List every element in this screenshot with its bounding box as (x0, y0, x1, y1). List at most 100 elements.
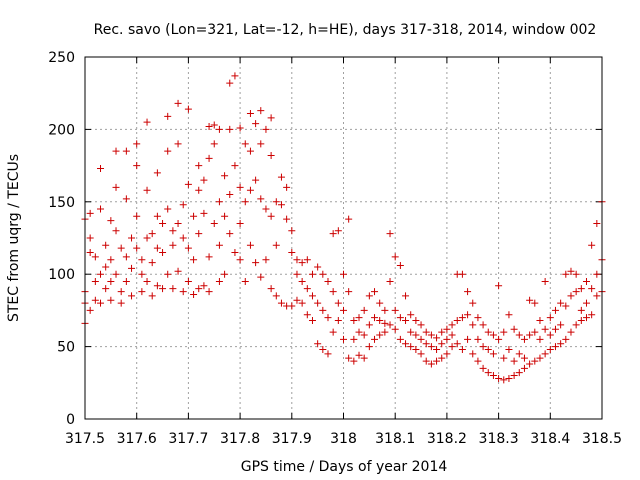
data-point-plus (97, 299, 105, 307)
data-point-plus (148, 230, 156, 238)
data-point-plus (133, 162, 141, 170)
y-axis-label: STEC from uqrg / TECUs (6, 154, 22, 322)
x-axis-label: GPS time / Days of year 2014 (241, 459, 448, 475)
data-point-plus (593, 292, 601, 300)
data-point-plus (386, 230, 394, 238)
data-point-plus (355, 328, 363, 336)
data-point-plus (319, 306, 327, 314)
data-point-plus (164, 270, 172, 278)
data-point-plus (505, 345, 513, 353)
data-point-plus (200, 209, 208, 217)
data-point-plus (567, 292, 575, 300)
data-point-plus (303, 285, 311, 293)
data-point-plus (267, 151, 275, 159)
data-point-plus (231, 248, 239, 256)
data-point-plus (572, 321, 580, 329)
data-point-plus (531, 299, 539, 307)
data-point-plus (210, 140, 218, 148)
data-point-plus (557, 321, 565, 329)
data-point-plus (495, 282, 503, 290)
data-point-plus (453, 340, 461, 348)
data-point-plus (340, 335, 347, 343)
data-point-plus (422, 328, 430, 336)
data-point-plus (91, 277, 99, 285)
data-point-plus (231, 162, 239, 170)
data-point-plus (159, 285, 167, 293)
data-point-plus (153, 169, 161, 177)
data-point-plus (433, 334, 441, 342)
data-point-plus (469, 321, 477, 329)
data-point-plus (179, 234, 187, 242)
x-tick-label: 318.5 (582, 431, 622, 447)
data-point-plus (350, 317, 358, 325)
data-point-plus (303, 311, 311, 319)
data-point-plus (448, 343, 456, 351)
data-point-plus (236, 183, 244, 191)
data-point-plus (386, 321, 394, 329)
data-point-plus (246, 186, 254, 194)
data-point-plus (489, 331, 497, 339)
data-point-plus (164, 147, 172, 155)
data-point-plus (272, 241, 280, 249)
data-point-plus (262, 205, 270, 213)
data-point-plus (122, 253, 130, 261)
data-point-plus (329, 328, 337, 336)
data-point-plus (102, 241, 110, 249)
data-point-plus (582, 299, 590, 307)
data-point-plus (236, 124, 244, 132)
data-point-plus (128, 292, 136, 300)
data-point-plus (257, 107, 265, 115)
data-point-plus (448, 321, 456, 329)
data-point-plus (412, 345, 420, 353)
data-point-plus (515, 350, 523, 358)
data-point-plus (407, 343, 415, 351)
data-point-plus (464, 335, 472, 343)
data-point-plus (371, 335, 379, 343)
x-tick-label: 317.6 (117, 431, 157, 447)
data-point-plus (112, 270, 120, 278)
data-point-plus (314, 263, 322, 271)
data-point-plus (174, 99, 182, 107)
data-point-plus (365, 292, 373, 300)
data-point-plus (308, 317, 316, 325)
data-point-plus (324, 277, 332, 285)
data-point-plus (469, 299, 477, 307)
x-tick-label: 318.1 (375, 431, 415, 447)
data-point-plus (159, 248, 167, 256)
data-point-plus (241, 140, 249, 148)
data-point-plus (541, 277, 549, 285)
data-point-plus (226, 79, 234, 87)
data-point-plus (464, 288, 472, 296)
data-point-plus (412, 317, 420, 325)
data-point-plus (562, 302, 570, 310)
data-point-plus (277, 201, 285, 209)
data-point-plus (458, 314, 466, 322)
data-point-plus (489, 350, 497, 358)
data-point-plus (257, 140, 265, 148)
data-point-plus (308, 270, 316, 278)
data-point-plus (526, 360, 534, 368)
data-point-plus (221, 212, 229, 220)
data-point-plus (520, 364, 528, 372)
data-point-plus (340, 306, 347, 314)
data-point-plus (391, 325, 399, 333)
y-tick-label: 100 (48, 267, 75, 283)
data-point-plus (112, 147, 120, 155)
data-point-plus (577, 285, 585, 293)
data-point-plus (91, 253, 99, 261)
x-tick-label: 317.7 (168, 431, 208, 447)
data-point-plus (510, 325, 518, 333)
data-point-plus (262, 125, 270, 133)
data-point-plus (288, 302, 296, 310)
data-point-plus (484, 369, 492, 377)
data-point-plus (293, 296, 301, 304)
data-point-plus (438, 328, 446, 336)
data-point-plus (184, 277, 192, 285)
data-point-plus (371, 314, 379, 322)
data-point-plus (143, 186, 151, 194)
data-point-plus (169, 241, 177, 249)
data-point-plus (402, 340, 410, 348)
x-tick-label: 318.2 (427, 431, 467, 447)
data-point-plus (417, 321, 425, 329)
